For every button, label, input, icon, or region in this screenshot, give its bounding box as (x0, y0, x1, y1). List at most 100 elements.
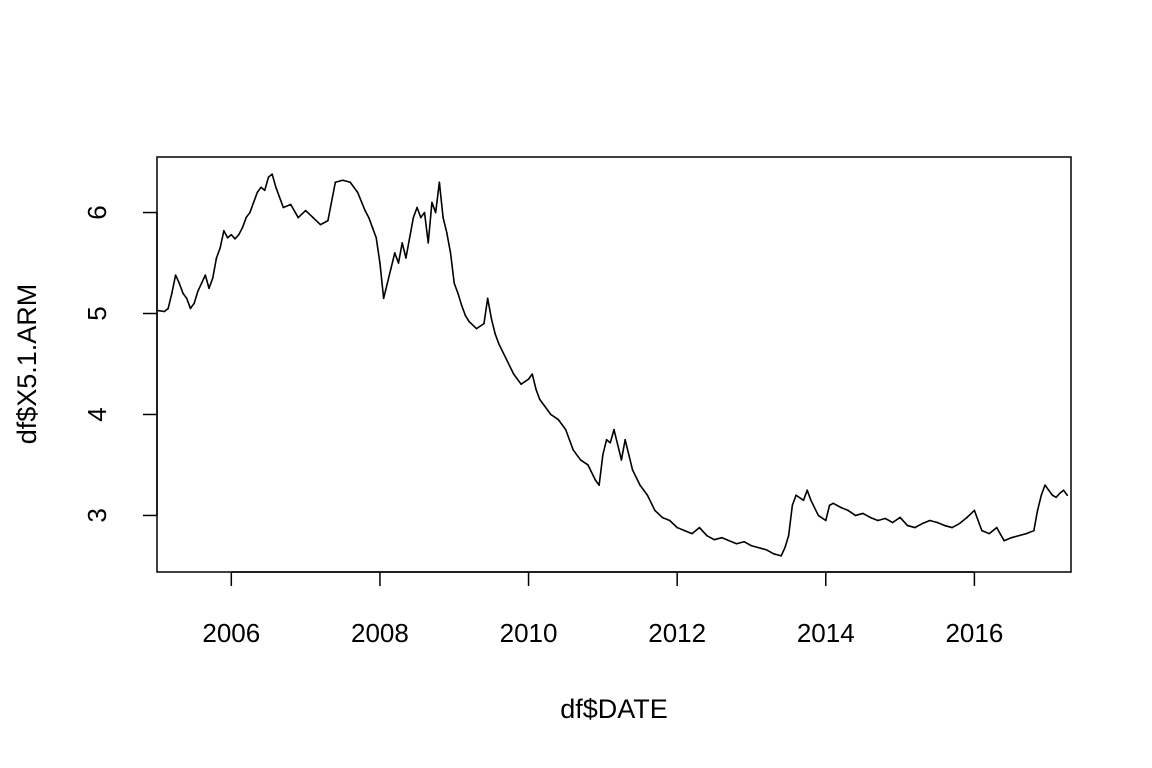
data-point (683, 529, 686, 532)
data-point (772, 553, 775, 555)
data-point (839, 506, 842, 509)
data-point (237, 233, 240, 236)
data-point (720, 536, 723, 539)
data-point (743, 540, 745, 543)
data-point (1055, 496, 1057, 499)
y-tick-label: 3 (82, 508, 112, 522)
data-point (256, 191, 259, 194)
data-point (1036, 509, 1039, 512)
y-tick-label: 5 (82, 306, 112, 320)
data-point (557, 418, 560, 421)
data-point (304, 209, 307, 212)
plot-frame (156, 156, 1072, 573)
data-point (535, 388, 537, 391)
data-point (542, 403, 545, 406)
data-point (468, 320, 470, 323)
data-point (973, 509, 976, 512)
data-point (605, 438, 608, 441)
data-point (408, 236, 411, 239)
y-axis-label: df$X5.1.ARM (12, 284, 42, 445)
data-point (498, 343, 500, 345)
data-point (613, 428, 615, 431)
data-point (267, 176, 270, 178)
data-point (226, 236, 229, 239)
data-point (1051, 494, 1054, 497)
data-point (817, 514, 820, 517)
data-point (486, 297, 489, 300)
data-point (598, 484, 600, 486)
data-point (512, 373, 515, 375)
data-point (1033, 529, 1035, 532)
data-point (691, 532, 693, 535)
data-point (211, 277, 214, 279)
data-point (457, 292, 459, 295)
data-point (349, 181, 352, 184)
data-point (988, 532, 991, 535)
data-point (297, 216, 299, 219)
data-point (412, 216, 415, 219)
data-point (1066, 494, 1069, 497)
data-point (245, 216, 247, 219)
data-point (312, 216, 314, 219)
data-point (364, 209, 366, 212)
data-point (810, 499, 812, 502)
data-point (230, 233, 233, 236)
data-point (200, 282, 203, 285)
data-point (356, 191, 359, 194)
data-point (204, 274, 207, 276)
data-point (234, 237, 236, 240)
data-point (1018, 534, 1020, 537)
data-point (483, 322, 485, 325)
data-point (832, 502, 835, 505)
data-point (197, 290, 199, 293)
data-point (936, 521, 939, 524)
data-point (765, 548, 768, 551)
data-point (616, 443, 619, 446)
data-point (219, 247, 221, 249)
data-point (390, 267, 392, 269)
data-point (1062, 489, 1065, 492)
x-tick-label: 2010 (500, 618, 558, 648)
y-tick-label: 6 (82, 205, 112, 219)
data-point (795, 494, 797, 497)
data-point (449, 252, 452, 254)
x-axis-label: df$DATE (560, 694, 668, 724)
data-point (698, 526, 701, 529)
data-point (171, 292, 173, 295)
data-point (475, 327, 478, 330)
data-point (252, 201, 255, 204)
data-point (780, 555, 782, 557)
x-tick-label: 2014 (797, 618, 855, 648)
data-point (416, 206, 418, 209)
data-point (758, 546, 760, 549)
data-point (289, 203, 292, 206)
data-point (958, 522, 961, 525)
data-point (371, 226, 374, 229)
data-point (951, 526, 953, 529)
data-point (676, 526, 678, 529)
data-point (401, 242, 404, 244)
data-point (620, 459, 623, 461)
data-point (182, 292, 184, 295)
data-point (1010, 536, 1013, 539)
data-point (367, 216, 370, 219)
data-point (442, 216, 444, 219)
data-point (639, 484, 641, 486)
data-point (423, 211, 426, 214)
data-point (223, 229, 225, 232)
plot-region (156, 173, 1069, 557)
data-point (263, 189, 266, 192)
data-point (891, 521, 894, 524)
data-point (494, 332, 496, 335)
data-point (427, 242, 430, 244)
data-point (728, 539, 730, 542)
y-tick-label: 4 (82, 407, 112, 421)
x-tick-label: 2008 (351, 618, 409, 648)
data-point (178, 282, 181, 285)
x-tick-label: 2016 (945, 618, 1003, 648)
data-point (208, 287, 210, 290)
data-point (862, 512, 864, 515)
data-point (334, 181, 337, 184)
data-point (1040, 494, 1043, 497)
